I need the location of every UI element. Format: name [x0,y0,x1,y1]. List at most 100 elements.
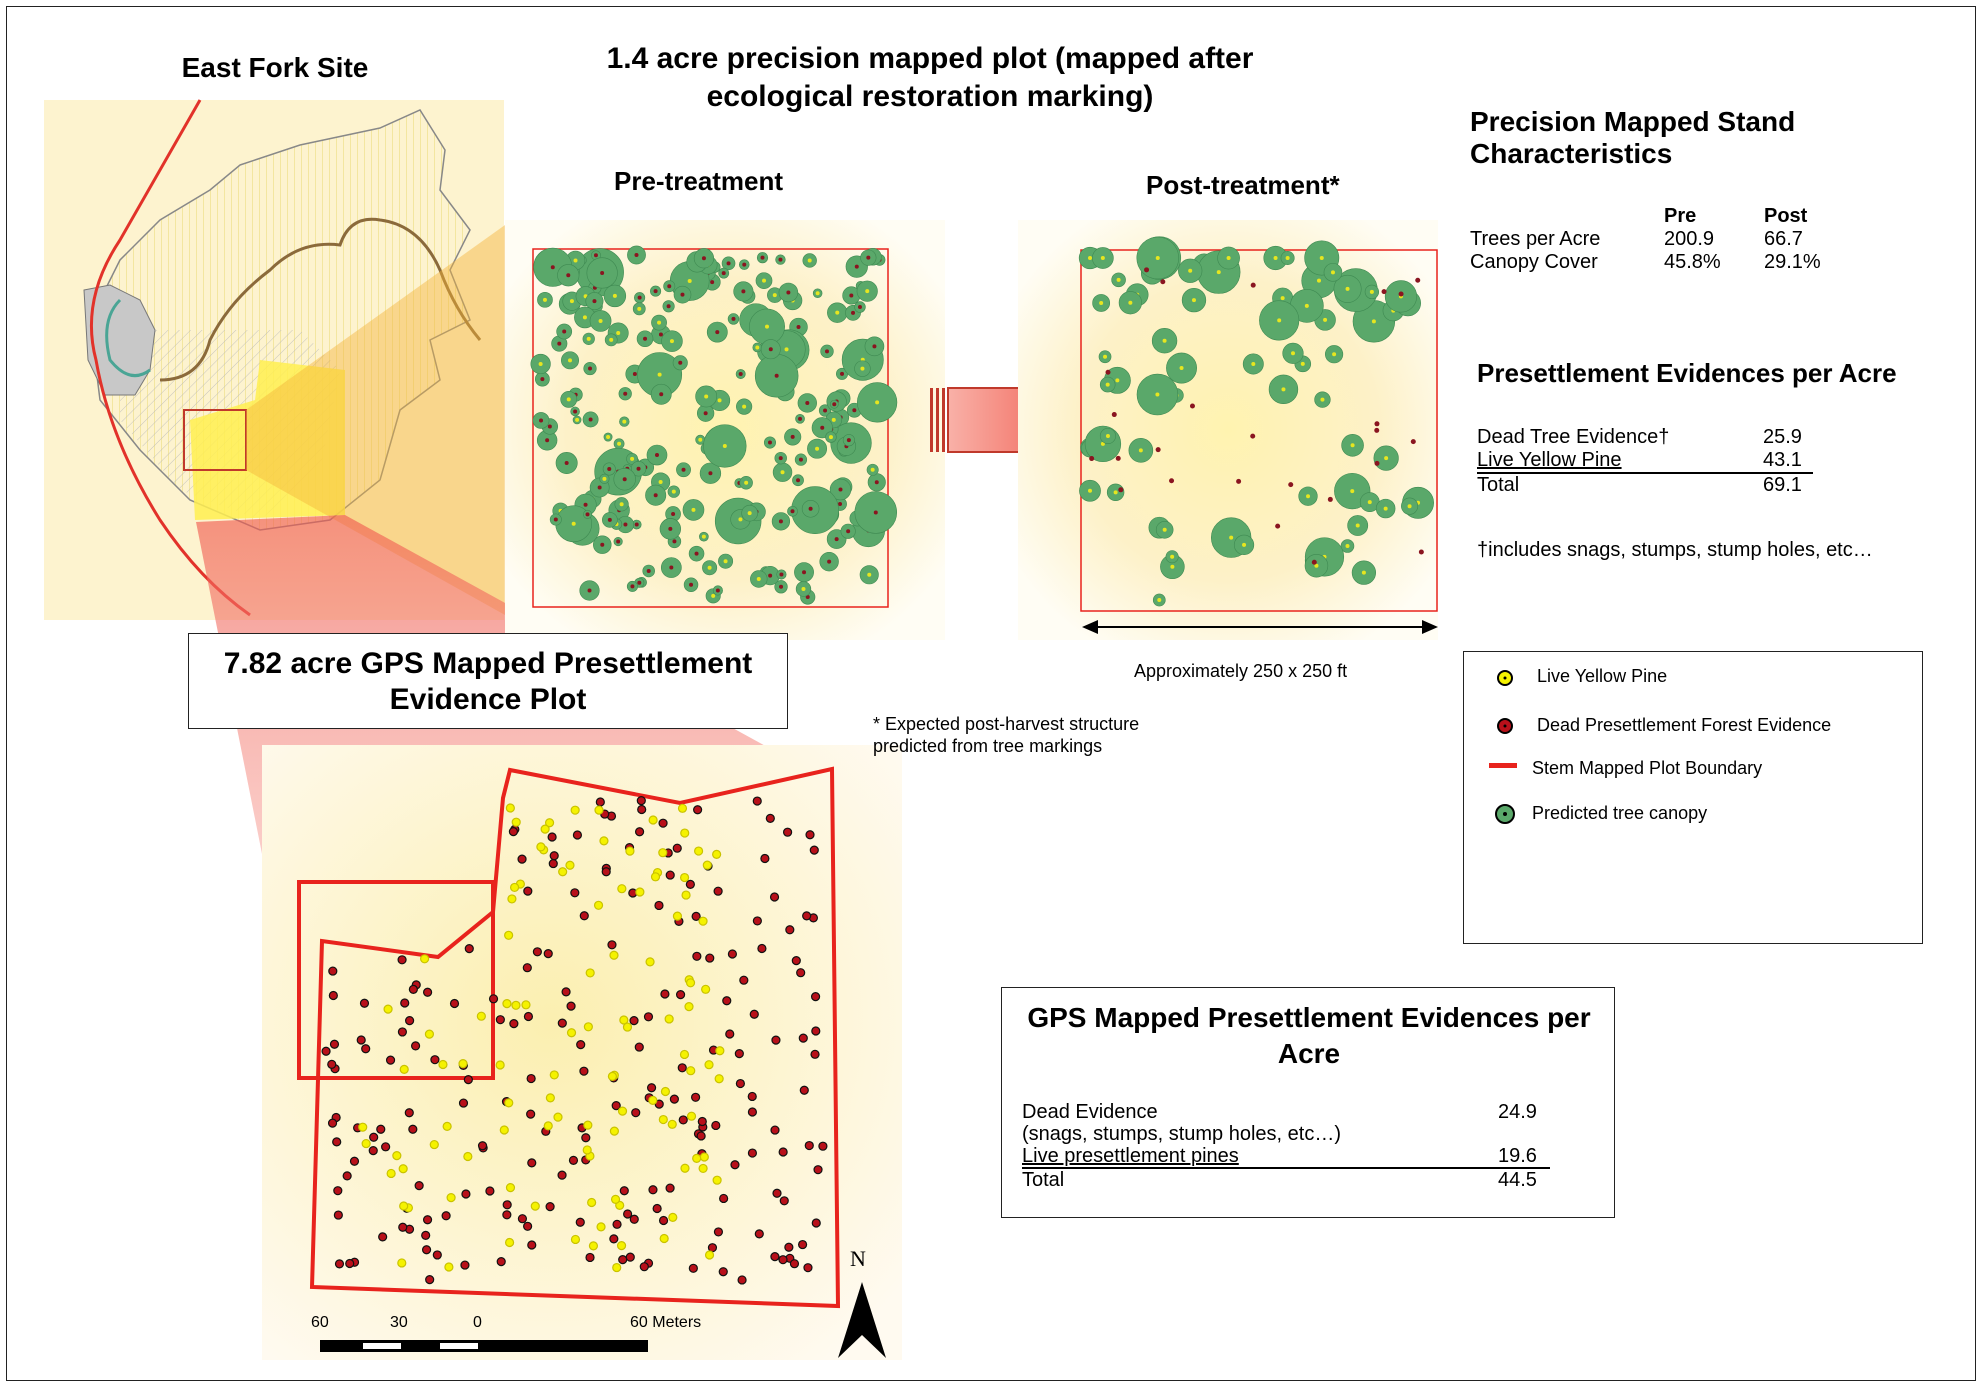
gps-evidence-row-label: Dead Evidence [1022,1101,1158,1123]
gps-plot-boundary [309,766,841,1309]
tree-stem-marker [1330,270,1335,275]
tree-stem-marker [653,289,658,294]
tree-stem-marker [1280,296,1285,301]
dead-evidence-point [697,1116,707,1127]
dead-evidence-point [328,990,338,1001]
stand-row-post: 29.1% [1764,251,1821,273]
tree-stem-marker [831,417,836,422]
dead-evidence-point [545,1202,555,1212]
tree-stem-marker [1304,303,1309,308]
live-pine-point [668,1212,678,1222]
red-dot-icon [1497,718,1513,734]
presettlement-row-label: Total [1477,474,1520,496]
dead-evidence-point [508,827,519,837]
dead-evidence-point [798,1033,808,1043]
dead-evidence-point [607,940,617,950]
tree-stem-marker [669,565,674,570]
tree-stem-marker [619,502,624,507]
scale-label: 60 [311,1314,329,1331]
stand-row-label: Trees per Acre [1470,228,1601,250]
dead-evidence-point [576,1040,586,1050]
tree-stem-marker [708,471,713,476]
tree-stem-marker [768,573,773,578]
tree-stem-marker [1105,433,1110,438]
legend-label: Predicted tree canopy [1532,803,1708,823]
tree-stem-marker [598,318,603,323]
post-dead-marker [1250,433,1256,439]
dead-evidence-point [585,1252,595,1263]
tree-stem-marker [1188,268,1193,273]
live-pine-point [610,1194,621,1204]
tree-stem-marker [815,291,820,296]
legend-symbols [1489,670,1517,824]
live-pine-point [712,1175,722,1185]
dead-evidence-point [509,1019,519,1029]
tree-stem-marker [838,502,843,507]
live-pine-point [505,803,515,813]
study-unit [190,360,345,520]
live-pine-point [679,872,690,883]
tree-stem-marker [779,584,784,589]
gps-evidence-row-value: 19.6 [1498,1145,1537,1167]
dead-evidence-point [421,1230,431,1240]
dead-evidence-point [813,1165,823,1175]
dead-evidence-point [693,805,703,815]
dimension-arrow [1082,620,1438,634]
tree-stem-marker [1242,542,1247,547]
yellow-dot-icon [1497,670,1513,686]
live-pine-point [420,954,430,964]
tree-stem-marker [738,517,743,522]
dead-evidence-point [595,797,605,807]
main-title: 1.4 acre precision mapped plot (mapped a… [606,42,1254,113]
tree-stem-marker [1323,317,1328,322]
dead-evidence-point [349,1156,360,1166]
presettlement-title: Presettlement Evidences per Acre [1477,358,1897,388]
dead-evidence-point [345,1258,355,1269]
tree-stem-marker [827,559,832,564]
dead-evidence-point [449,998,460,1009]
live-pine-point [692,1153,702,1163]
live-pine-point [442,1121,452,1131]
live-pine-point [594,805,604,815]
tree-stem-marker [701,534,706,539]
stand-col-post: Post [1764,205,1808,227]
dead-evidence-point [778,1147,788,1157]
dead-evidence-point [502,1210,512,1220]
live-pine-point [521,1000,531,1010]
tree-stem-marker [540,377,545,382]
tree-stem-marker [623,391,628,396]
tree-stem-marker [838,487,843,492]
tree-stem-marker [790,509,795,514]
dead-evidence-point [432,1250,442,1260]
gps-evidence-row-sub: (snags, stumps, stump holes, etc…) [1022,1123,1342,1145]
live-pine-point [698,1163,708,1174]
dead-evidence-point [652,1203,662,1214]
live-pine-point [476,1011,486,1021]
tree-stem-marker [723,559,728,564]
tree-stem-marker [698,437,703,442]
dead-evidence-point [629,1214,639,1224]
dead-evidence-point [502,1200,512,1210]
tree-stem-marker [846,438,851,443]
tree-stem-marker [762,278,767,283]
dead-evidence-point [754,1229,764,1239]
stand-row: Canopy Cover 45.8% 29.1% [1470,251,1825,274]
dead-evidence-point [760,853,770,864]
dead-evidence-point [618,1255,628,1265]
tree-stem-marker [726,261,731,266]
tree-stem-marker [646,568,651,573]
tree-stem-marker [1179,366,1184,371]
dead-evidence-point [532,947,542,957]
dead-evidence-point [747,1107,758,1117]
dead-evidence-point [522,963,532,973]
tree-stem-marker [866,255,871,260]
tree-stem-marker [585,512,590,517]
legend-box: Live Yellow Pine Dead Presettlement Fore… [1463,651,1923,944]
live-pine-point [645,957,655,967]
tree-stem-marker [832,402,837,407]
tree-stem-marker [870,467,875,472]
post-dead-marker [1410,439,1416,445]
dead-evidence-point [422,1215,433,1225]
tree-stem-marker [1115,378,1120,383]
dead-evidence-point [772,1188,782,1198]
